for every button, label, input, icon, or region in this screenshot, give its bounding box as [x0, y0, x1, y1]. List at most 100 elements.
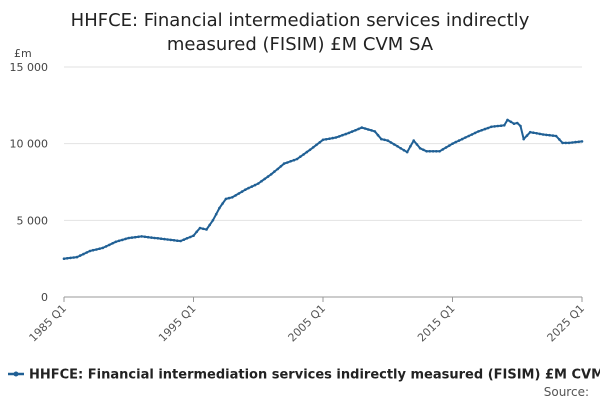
data-point-131 [486, 126, 490, 130]
data-point-129 [480, 129, 483, 132]
data-point-29 [156, 237, 160, 240]
data-point-42 [198, 226, 202, 230]
data-point-24 [140, 235, 143, 238]
data-point-119 [448, 144, 451, 147]
data-point-154 [561, 141, 564, 145]
data-point-155 [564, 141, 568, 145]
data-point-108 [412, 139, 416, 142]
data-point-62 [263, 177, 267, 181]
data-point-84 [334, 136, 338, 139]
data-point-82 [328, 137, 331, 140]
data-point-139 [512, 122, 516, 125]
data-point-17 [117, 239, 121, 243]
data-point-58 [250, 185, 254, 188]
data-point-160 [580, 140, 584, 143]
data-point-96 [373, 130, 377, 133]
data-point-103 [396, 145, 399, 148]
data-point-32 [166, 238, 169, 241]
data-point-9 [91, 248, 95, 252]
data-point-78 [315, 143, 318, 147]
data-point-54 [237, 192, 241, 195]
data-point-20 [127, 236, 131, 240]
data-point-81 [324, 138, 328, 141]
data-point-72 [295, 157, 299, 161]
data-point-11 [98, 247, 101, 250]
data-point-113 [428, 150, 432, 153]
data-point-68 [282, 162, 286, 165]
data-point-27 [150, 236, 153, 239]
data-point-144 [528, 130, 532, 134]
data-point-143 [525, 134, 529, 137]
data-point-36 [179, 239, 182, 243]
data-point-37 [182, 238, 186, 241]
data-point-10 [95, 248, 98, 251]
data-point-159 [577, 140, 581, 144]
data-point-102 [392, 143, 396, 146]
data-point-99 [383, 138, 386, 142]
data-point-59 [253, 183, 257, 187]
y-tick-label-1: 5 000 [17, 214, 49, 227]
data-point-61 [260, 179, 263, 183]
data-point-149 [545, 133, 548, 137]
data-point-4 [75, 255, 79, 259]
data-point-86 [341, 133, 344, 137]
data-point-134 [496, 124, 500, 128]
data-point-50 [224, 197, 228, 201]
legend[interactable]: HHFCE: Financial intermediation services… [8, 368, 600, 383]
data-point-148 [541, 133, 545, 136]
data-point-49 [221, 202, 224, 205]
data-point-18 [121, 238, 124, 242]
data-point-73 [299, 155, 302, 158]
data-point-122 [457, 139, 461, 142]
data-point-41 [195, 230, 198, 234]
data-point-147 [538, 132, 542, 136]
data-point-110 [418, 147, 422, 150]
data-point-128 [477, 130, 480, 133]
data-point-66 [276, 167, 280, 171]
data-point-45 [208, 223, 211, 227]
data-point-14 [108, 243, 111, 247]
x-tick-label-2: 2005 Q1 [286, 302, 329, 345]
x-tick-label-4: 2025 Q1 [545, 302, 588, 345]
data-point-25 [143, 235, 147, 239]
data-point-145 [532, 131, 535, 134]
data-point-135 [499, 124, 503, 127]
data-point-157 [571, 141, 574, 144]
data-point-79 [318, 141, 322, 144]
x-tick-label-3: 2015 Q1 [415, 302, 458, 345]
data-point-137 [506, 118, 509, 122]
legend-marker [13, 371, 19, 377]
data-point-127 [473, 131, 477, 135]
data-point-3 [72, 256, 75, 259]
data-point-107 [409, 145, 412, 148]
data-point-5 [78, 254, 82, 257]
data-point-150 [548, 133, 551, 137]
data-point-34 [172, 239, 176, 242]
data-point-124 [464, 136, 467, 139]
data-point-38 [185, 237, 189, 240]
data-point-97 [376, 133, 380, 137]
data-point-87 [344, 132, 348, 136]
data-point-60 [257, 182, 260, 185]
data-point-74 [302, 153, 305, 156]
data-point-63 [266, 175, 270, 178]
data-point-43 [201, 227, 205, 231]
data-point-52 [231, 196, 234, 199]
data-point-91 [357, 127, 360, 131]
chart-title: HHFCE: Financial intermediation services… [71, 10, 530, 55]
data-point-47 [214, 212, 218, 216]
data-point-142 [522, 137, 525, 141]
data-point-136 [503, 124, 506, 127]
data-point-118 [444, 146, 448, 149]
data-point-104 [399, 147, 403, 150]
data-point-101 [389, 141, 393, 144]
data-point-1 [65, 257, 69, 260]
data-point-71 [292, 158, 296, 162]
data-point-133 [493, 125, 496, 128]
legend-series-label: HHFCE: Financial intermediation services… [29, 368, 600, 383]
data-point-106 [405, 150, 409, 154]
data-point-89 [350, 130, 354, 133]
data-point-152 [554, 134, 558, 138]
data-point-53 [234, 194, 237, 197]
